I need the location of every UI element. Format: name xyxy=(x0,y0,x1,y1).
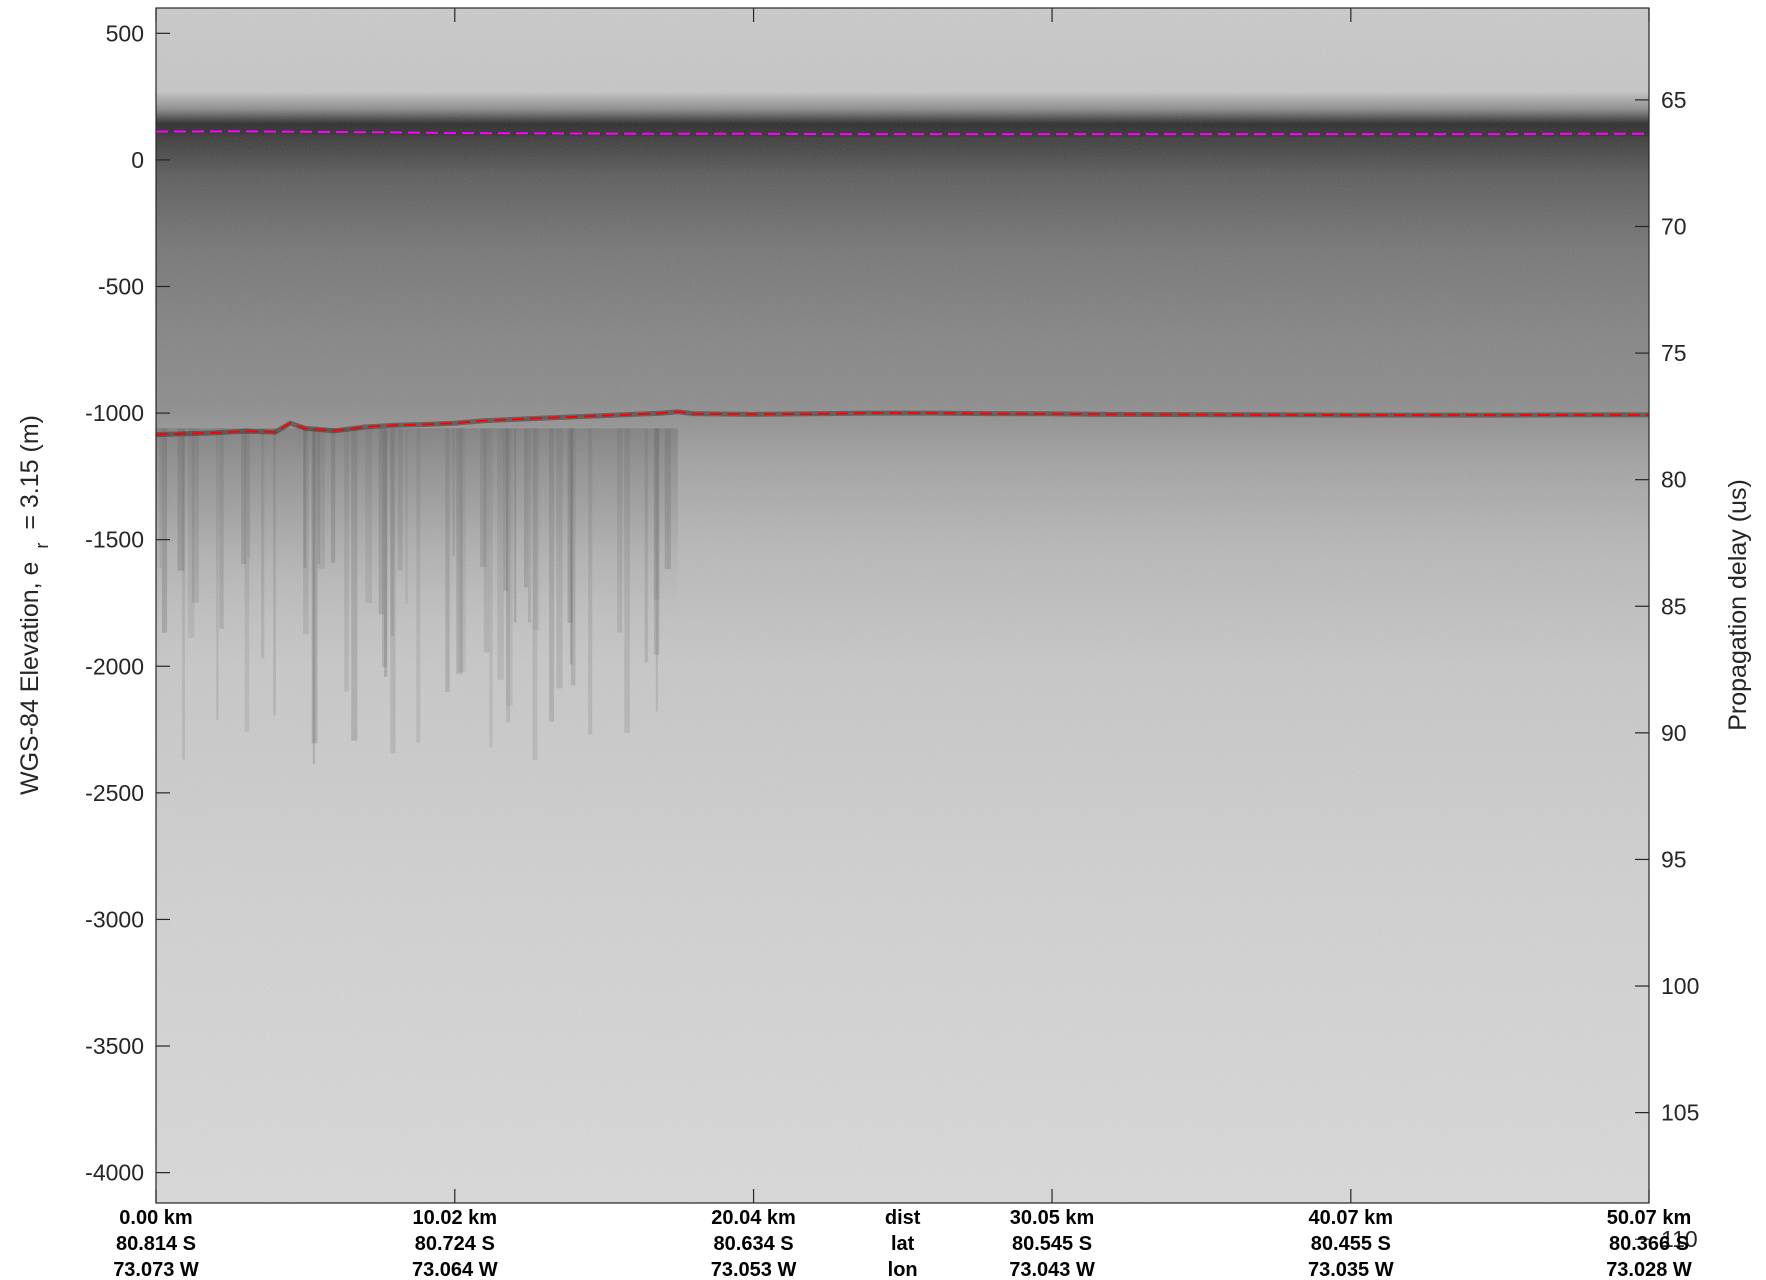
left-tick-label: -1000 xyxy=(85,400,144,426)
right-tick-label: 85 xyxy=(1661,593,1687,619)
bottom-dist-label: 40.07 km xyxy=(1309,1207,1394,1229)
bottom-dist-label: 50.07 km xyxy=(1607,1207,1692,1229)
echogram-grain xyxy=(156,8,1649,1203)
bottom-lon-label: 73.053 W xyxy=(711,1259,797,1280)
bottom-lon-label: 73.064 W xyxy=(412,1259,498,1280)
right-tick-label: 95 xyxy=(1661,846,1687,872)
bottom-lon-label: 73.035 W xyxy=(1308,1259,1394,1280)
left-tick-label: -4000 xyxy=(85,1160,144,1186)
plot-area xyxy=(156,8,1649,1203)
left-axis-title-subscript: r xyxy=(32,543,52,549)
bottom-lat-label: 80.724 S xyxy=(415,1233,495,1255)
left-axis-title: WGS-84 Elevation, e r = 3.15 (m) xyxy=(16,415,54,795)
bottom-lon-label: 73.043 W xyxy=(1009,1259,1095,1280)
left-tick-label: -500 xyxy=(98,273,144,299)
left-tick-label: -2500 xyxy=(85,780,144,806)
bottom-lat-label: 80.455 S xyxy=(1311,1233,1391,1255)
left-tick-label: -2000 xyxy=(85,653,144,679)
right-tick-label: 75 xyxy=(1661,340,1687,366)
right-axis: 65 70 75 80 85 90 95 100 105 110 xyxy=(1635,87,1699,1252)
bottom-dist-label: 10.02 km xyxy=(413,1207,498,1229)
left-axis-title-main: WGS-84 Elevation, e xyxy=(16,562,44,795)
bottom-lat-label: 80.634 S xyxy=(714,1233,794,1255)
left-axis-title-suffix: = 3.15 (m) xyxy=(16,415,44,530)
right-tick-label: 65 xyxy=(1661,87,1687,113)
series-line-bottom xyxy=(156,410,1649,436)
bottom-dist-label: 30.05 km xyxy=(1010,1207,1095,1229)
bottom-dist-label: 20.04 km xyxy=(711,1207,796,1229)
left-tick-label: 500 xyxy=(106,20,144,46)
plot-frame xyxy=(155,7,1650,1204)
bottom-lat-label: 80.814 S xyxy=(116,1233,196,1255)
series-layer xyxy=(156,128,1649,438)
left-axis: 500 0 -500 -1000 -1500 -2000 -2500 -3000 -3500 -4… xyxy=(85,20,170,1186)
right-tick-label: 100 xyxy=(1661,973,1699,999)
row-label-lon: lon xyxy=(888,1259,918,1280)
bottom-lon-label: 73.028 W xyxy=(1606,1259,1692,1280)
right-tick-label: 110 xyxy=(1661,1226,1698,1252)
right-tick-label: 70 xyxy=(1661,213,1687,239)
left-tick-label: 0 xyxy=(131,147,144,173)
left-tick-label: -3500 xyxy=(85,1033,144,1059)
bottom-lat-label: 80.545 S xyxy=(1012,1233,1092,1255)
bottom-axis: 0.00 km 80.814 S 73.073 W 10.02 km 80.724 S 7… xyxy=(113,8,1692,1280)
bottom-dist-label: 0.00 km xyxy=(119,1207,192,1229)
right-tick-label: 90 xyxy=(1661,720,1687,746)
right-tick-label: 105 xyxy=(1661,1100,1699,1126)
row-label-lat: lat xyxy=(891,1233,915,1255)
bottom-lat-label: 80.366 S xyxy=(1609,1233,1689,1255)
left-tick-label: -1500 xyxy=(85,527,144,553)
bottom-lon-label: 73.073 W xyxy=(113,1259,199,1280)
left-tick-label: -3000 xyxy=(85,906,144,932)
row-label-dist: dist xyxy=(885,1207,921,1229)
right-axis-title: Propagation delay (us) xyxy=(1724,479,1752,731)
right-tick-label: 80 xyxy=(1661,467,1687,493)
series-line-surface xyxy=(156,130,1649,136)
